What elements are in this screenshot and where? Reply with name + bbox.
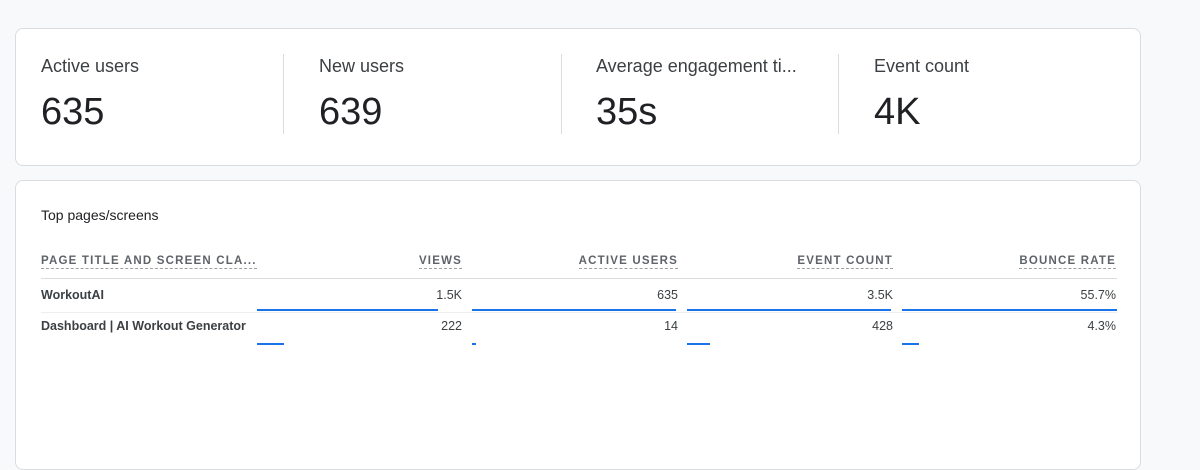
column-header-event-count[interactable]: EVENT COUNT [797, 255, 893, 269]
header-divider [41, 278, 1117, 279]
metric-value: 35s [596, 91, 658, 133]
column-header-active-users[interactable]: ACTIVE USERS [578, 255, 678, 269]
metric-divider [838, 54, 839, 134]
row-page-title[interactable]: WorkoutAI [41, 288, 104, 302]
row-page-title[interactable]: Dashboard | AI Workout Generator [41, 319, 246, 333]
column-header-bounce-rate[interactable]: BOUNCE RATE [1019, 255, 1116, 269]
metric-value: 635 [41, 91, 105, 133]
row-bounce-rate: 4.3% [1087, 319, 1117, 333]
active-users-bar [472, 309, 680, 311]
metric-divider [561, 54, 562, 134]
event-count-bar [687, 343, 895, 345]
views-bar [257, 309, 465, 311]
metric-label: New users [319, 56, 405, 76]
bounce-rate-bar [902, 343, 1117, 345]
row-divider [41, 312, 1117, 313]
metrics-card: Active users 635 New users 639 Average e… [15, 28, 1141, 166]
row-active-users: 635 [657, 288, 678, 302]
table-title: Top pages/screens [41, 207, 159, 223]
active-users-bar [472, 343, 680, 345]
metric-value: 639 [319, 91, 383, 133]
row-event-count: 3.5K [867, 288, 893, 302]
row-views: 1.5K [436, 288, 462, 302]
row-views: 222 [441, 319, 462, 333]
event-count-bar [687, 309, 895, 311]
column-header-page-title[interactable]: PAGE TITLE AND SCREEN CLA... [41, 255, 257, 269]
bounce-rate-bar [902, 309, 1117, 311]
metric-value: 4K [874, 91, 921, 133]
metric-label: Event count [874, 56, 970, 76]
metric-label: Active users [41, 56, 140, 76]
views-bar [257, 343, 465, 345]
column-header-views[interactable]: VIEWS [418, 255, 462, 269]
row-bounce-rate: 55.7% [1080, 288, 1116, 302]
metric-divider [283, 54, 284, 134]
top-pages-card: Top pages/screens PAGE TITLE AND SCREEN … [15, 180, 1141, 470]
row-active-users: 14 [664, 319, 678, 333]
metric-label: Average engagement ti... [596, 56, 797, 76]
row-event-count: 428 [872, 319, 893, 333]
